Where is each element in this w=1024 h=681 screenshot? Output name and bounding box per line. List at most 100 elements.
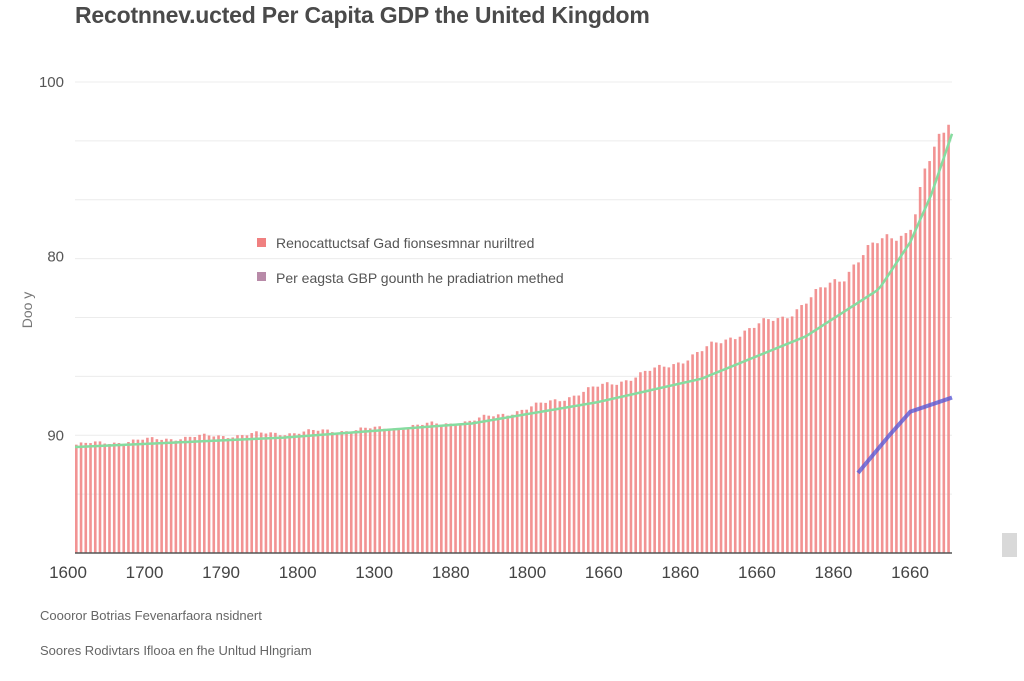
bar — [937, 133, 941, 553]
bar — [364, 427, 367, 553]
bar — [696, 352, 699, 553]
legend: Renocattuctsaf Gad fionsesmnar nuriltred… — [257, 235, 564, 286]
bar — [568, 397, 571, 553]
bar — [108, 443, 111, 553]
bar — [549, 400, 552, 553]
bar — [501, 413, 505, 553]
y-tick-label: 90 — [47, 427, 64, 444]
bar — [733, 339, 737, 553]
bar — [112, 442, 116, 553]
x-ticks: 1600 1700 1790 1800 1300 1880 1800 1660 1860 1660… — [49, 563, 929, 582]
bar — [231, 437, 235, 553]
bar — [771, 320, 775, 553]
bar — [933, 146, 936, 553]
bar — [330, 432, 334, 553]
bar — [790, 316, 794, 553]
bar — [430, 421, 434, 553]
bar — [293, 433, 296, 553]
bar — [226, 438, 230, 553]
bar — [288, 433, 291, 553]
bar — [605, 382, 609, 553]
bar — [871, 242, 875, 553]
bar — [259, 432, 263, 553]
chart-note: Coooror Botrias Fevenarfaora nsidnert — [40, 608, 262, 623]
bar — [610, 384, 614, 553]
bar — [255, 431, 258, 553]
bar — [563, 400, 566, 553]
bar — [307, 429, 310, 553]
bar — [539, 402, 543, 553]
bar — [212, 436, 216, 553]
bar — [198, 434, 201, 553]
x-tick-label: 1880 — [432, 563, 470, 582]
bar — [136, 439, 140, 553]
bar — [861, 255, 865, 553]
bar — [458, 424, 462, 553]
bar — [397, 428, 400, 553]
bar — [278, 435, 282, 553]
bar — [658, 364, 661, 553]
bar — [150, 437, 154, 553]
bar — [762, 318, 765, 553]
bar — [596, 386, 600, 553]
bar — [743, 330, 747, 553]
bar — [866, 245, 870, 553]
x-tick-label: 1800 — [279, 563, 317, 582]
x-tick-label: 1860 — [661, 563, 699, 582]
bar — [146, 437, 149, 553]
bar — [207, 435, 211, 553]
bar — [582, 391, 585, 553]
bar — [842, 281, 846, 553]
bar — [515, 411, 519, 553]
bar — [160, 439, 163, 553]
bar — [653, 367, 656, 553]
bar — [131, 439, 135, 553]
bar — [349, 432, 353, 553]
bar — [591, 386, 595, 553]
bar — [852, 264, 856, 553]
bar — [392, 428, 396, 553]
bar — [387, 429, 391, 553]
bar — [335, 432, 339, 553]
bar — [169, 439, 173, 553]
bar — [449, 423, 453, 553]
bar — [805, 303, 808, 553]
bar — [748, 328, 751, 553]
bar — [786, 318, 789, 553]
bar — [236, 435, 239, 553]
bar — [477, 417, 481, 553]
chart-source: Soores Rodivtars Iflooa en fhe Unltud Hl… — [40, 643, 312, 658]
bar — [904, 233, 908, 553]
bar — [84, 442, 88, 553]
bar — [710, 341, 713, 553]
bar — [312, 429, 315, 553]
bar — [269, 432, 272, 553]
bar — [914, 214, 917, 554]
bar — [79, 442, 83, 553]
x-tick-label: 1300 — [355, 563, 393, 582]
bar — [98, 441, 102, 553]
bar — [672, 364, 675, 553]
bar — [757, 323, 761, 553]
bar — [117, 442, 121, 553]
bar — [454, 425, 457, 553]
bar — [776, 318, 780, 553]
x-tick-label: 1700 — [126, 563, 164, 582]
bar — [165, 438, 168, 553]
legend-swatch-bars — [257, 238, 266, 247]
bar — [340, 431, 344, 553]
bar — [738, 336, 742, 553]
bar — [824, 287, 827, 553]
scroll-handle[interactable] — [1002, 533, 1017, 557]
bar — [179, 439, 182, 553]
bar — [838, 281, 841, 553]
bar — [425, 422, 429, 553]
bar — [383, 428, 386, 553]
bar — [411, 424, 415, 553]
x-tick-label: 1860 — [815, 563, 853, 582]
bar — [316, 430, 320, 553]
bar — [530, 406, 533, 553]
bar — [520, 409, 524, 553]
bar — [444, 423, 448, 553]
bar — [800, 305, 803, 553]
